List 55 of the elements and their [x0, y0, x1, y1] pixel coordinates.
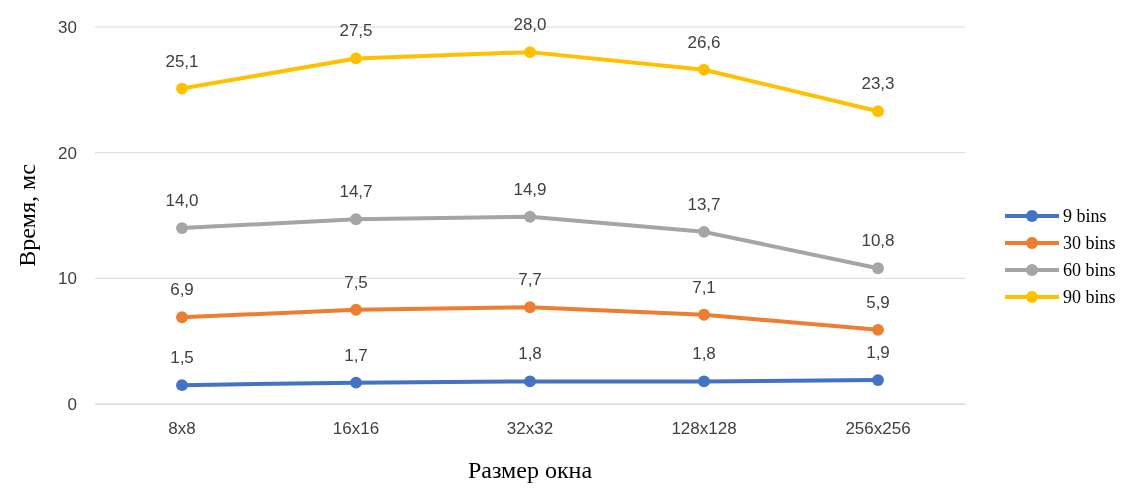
data-label: 25,1: [165, 51, 199, 71]
legend-label: 90 bins: [1063, 287, 1116, 307]
point: [872, 105, 884, 118]
data-label: 23,3: [861, 74, 895, 94]
data-label: 13,7: [687, 194, 721, 214]
data-label: 1,8: [692, 344, 716, 364]
legend-label: 9 bins: [1063, 206, 1107, 226]
point: [524, 210, 536, 223]
point: [524, 375, 536, 388]
data-label: 27,5: [339, 21, 373, 41]
point: [350, 303, 362, 316]
y-tick-label: 20: [58, 143, 77, 163]
x-tick-label: 256x256: [845, 419, 911, 439]
y-tick-label: 0: [67, 394, 77, 414]
x-tick-label: 8x8: [168, 419, 196, 439]
point: [872, 262, 884, 275]
data-label: 1,9: [866, 343, 890, 363]
point: [698, 225, 710, 238]
point: [176, 82, 188, 95]
data-label: 7,5: [344, 272, 368, 292]
y-tick-label: 10: [58, 269, 77, 289]
point: [524, 46, 536, 59]
legend-label: 60 bins: [1063, 260, 1116, 280]
data-label: 28,0: [513, 15, 547, 35]
x-tick-label: 16x16: [332, 419, 380, 439]
y-axis-title: Время, мс: [14, 164, 40, 267]
data-label: 5,9: [866, 292, 890, 312]
data-label: 1,8: [518, 344, 542, 364]
data-label: 14,0: [165, 191, 199, 211]
point: [698, 63, 710, 76]
data-label: 14,9: [513, 179, 547, 199]
point: [872, 323, 884, 336]
x-tick-label: 128x128: [671, 419, 737, 439]
data-label: 7,1: [692, 277, 716, 297]
point: [350, 52, 362, 65]
x-tick-label: 32x32: [506, 419, 554, 439]
data-label: 26,6: [687, 32, 721, 52]
data-label: 1,7: [344, 345, 368, 365]
point: [176, 379, 188, 392]
point: [872, 374, 884, 387]
data-label: 10,8: [861, 231, 895, 251]
x-axis-title: Размер окна: [467, 457, 593, 483]
point: [350, 213, 362, 226]
point: [698, 375, 710, 388]
legend-label: 30 bins: [1063, 233, 1116, 253]
data-label: 6,9: [170, 280, 194, 300]
point: [176, 311, 188, 324]
point: [524, 301, 536, 314]
point: [176, 222, 188, 234]
y-tick-label: 30: [58, 17, 77, 37]
data-label: 7,7: [518, 270, 542, 290]
data-label: 14,7: [339, 182, 373, 202]
point: [350, 376, 362, 389]
point: [698, 308, 710, 321]
data-label: 1,5: [170, 348, 194, 368]
